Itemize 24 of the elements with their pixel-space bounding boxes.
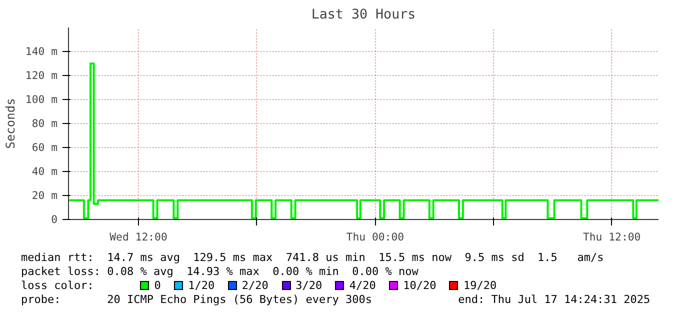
y-tick-label: 20 m: [32, 189, 58, 202]
y-tick-label: 0: [51, 213, 58, 226]
y-tick-label: 60 m: [32, 141, 58, 154]
text: median rtt: 14.7 ms avg 129.5 ms max 741.8 us min 15.5 ms now 9.5 ms sd 1.5 am/s: [21, 251, 604, 264]
legend-label: 3/20: [296, 279, 322, 292]
y-tick-label: 120 m: [25, 69, 58, 82]
legend-label: 10/20: [403, 279, 436, 292]
legend-title: loss color:: [21, 279, 94, 292]
y-tick-label: 40 m: [32, 165, 58, 178]
x-tick-label: Thu 00:00: [346, 230, 404, 244]
legend-label: 1/20: [188, 279, 215, 292]
y-tick-label: 80 m: [32, 117, 58, 130]
text: packet loss: 0.08 % avg 14.93 % max 0.00 % min 0.00 % now: [21, 265, 418, 278]
x-tick-label: Wed 12:00: [110, 230, 168, 244]
y-axis-title: Seconds: [3, 98, 18, 149]
chart-title: Last 30 Hours: [311, 8, 416, 22]
y-tick-label: 100 m: [25, 93, 58, 106]
legend-label: 2/20: [242, 279, 268, 292]
legend-label: 19/20: [463, 279, 497, 292]
legend-label: 0: [154, 279, 161, 292]
text: probe: 20 ICMP Echo Pings (56 Bytes) every 300s end: Thu Jul 17 14:24:31 2025: [21, 293, 650, 306]
legend-label: 4/20: [349, 279, 376, 292]
x-tick-label: Thu 12:00: [582, 230, 641, 244]
y-tick-label: 140 m: [25, 45, 58, 58]
